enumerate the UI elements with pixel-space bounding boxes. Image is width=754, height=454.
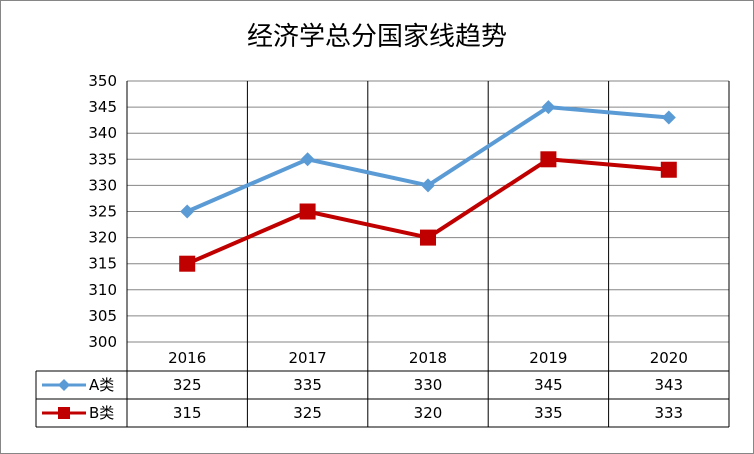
y-tick-label: 340 bbox=[88, 124, 117, 142]
x-category-label: 2017 bbox=[289, 349, 327, 367]
table-cell-value: 325 bbox=[293, 404, 322, 422]
y-tick-label: 335 bbox=[88, 150, 117, 168]
series-name: A类 bbox=[89, 376, 114, 394]
gridlines bbox=[127, 80, 729, 343]
y-tick-label: 315 bbox=[88, 255, 117, 273]
table-cell-value: 345 bbox=[534, 376, 563, 394]
data-point bbox=[299, 203, 316, 220]
x-category-label: 2016 bbox=[168, 349, 206, 367]
series-name: B类 bbox=[89, 404, 114, 422]
data-point bbox=[300, 152, 315, 167]
table-cell-value: 330 bbox=[414, 376, 443, 394]
x-category-label: 2020 bbox=[650, 349, 688, 367]
y-tick-label: 330 bbox=[88, 176, 117, 194]
x-category-label: 2018 bbox=[409, 349, 447, 367]
y-axis-ticks: 300 305 310 315 320 325 330 335 340 345 350 bbox=[88, 72, 117, 351]
table-cell-value: 333 bbox=[654, 404, 683, 422]
legend-key-marker bbox=[58, 407, 70, 419]
data-point bbox=[421, 178, 435, 193]
table-cell-value: 335 bbox=[534, 404, 563, 422]
data-point bbox=[540, 151, 557, 168]
x-category-label: 2019 bbox=[529, 349, 567, 367]
table-cell-value: 335 bbox=[293, 376, 322, 394]
data-point bbox=[180, 204, 195, 219]
table-cell-value: 320 bbox=[414, 404, 443, 422]
legend-key-marker bbox=[58, 379, 70, 391]
data-table: 2016 2017 2018 2019 2020 A类 325 335 330 345 343 B类 3… bbox=[35, 81, 730, 428]
table-cell-value: 325 bbox=[173, 376, 202, 394]
chart-title: 经济学总分国家线趋势 bbox=[247, 22, 507, 52]
y-tick-label: 300 bbox=[88, 333, 117, 351]
data-point bbox=[660, 161, 677, 178]
y-tick-label: 350 bbox=[88, 72, 117, 90]
data-point bbox=[420, 229, 436, 246]
y-tick-label: 305 bbox=[88, 307, 117, 325]
table-cell-value: 315 bbox=[173, 404, 202, 422]
data-point bbox=[179, 255, 196, 272]
series-lines bbox=[179, 100, 677, 272]
y-tick-label: 325 bbox=[88, 203, 117, 221]
data-point bbox=[541, 100, 556, 115]
y-tick-label: 345 bbox=[88, 98, 117, 116]
table-cell-value: 343 bbox=[654, 376, 683, 394]
y-tick-label: 310 bbox=[88, 281, 117, 299]
data-point bbox=[661, 110, 676, 125]
y-tick-label: 320 bbox=[88, 229, 117, 247]
